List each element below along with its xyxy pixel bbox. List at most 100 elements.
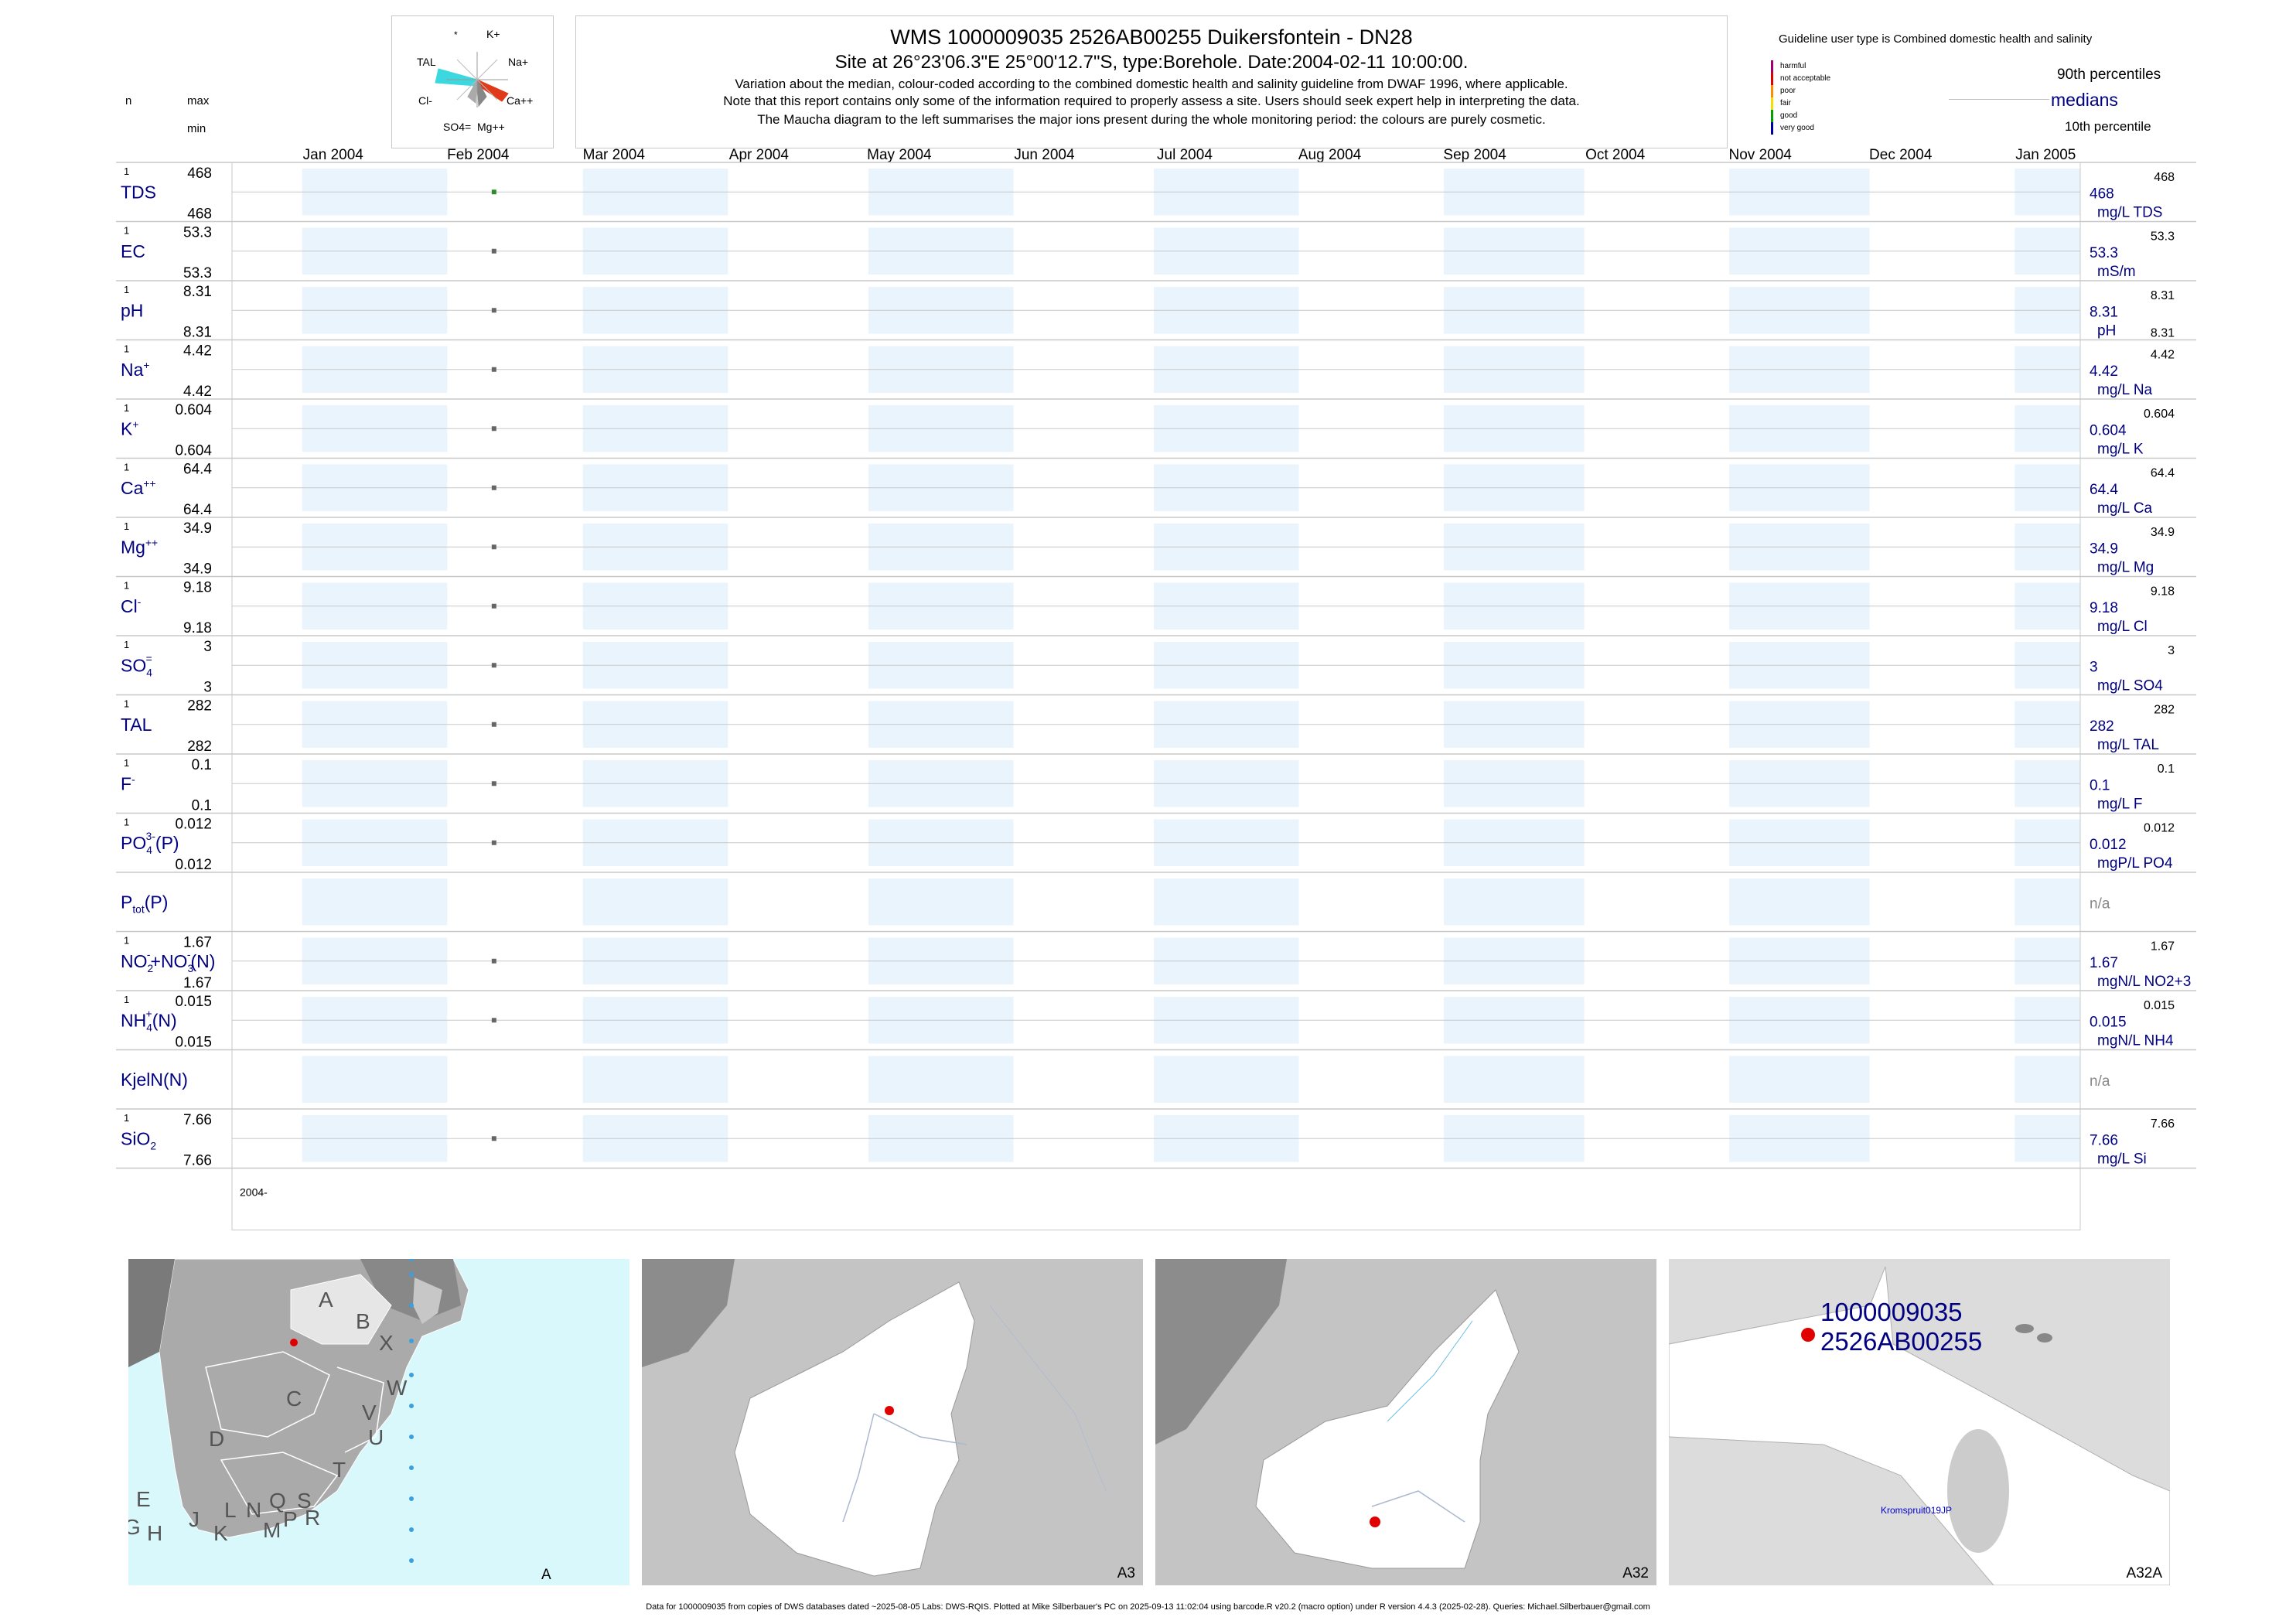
region-letter: B — [356, 1309, 370, 1333]
variable-row: SO4= 1 3 3 3 mg/L SO4 3 — [116, 635, 2196, 696]
unit-label: mg/L K — [2097, 441, 2144, 457]
map-a32a-site-dot — [1801, 1328, 1815, 1342]
map-a3-label: A3 — [1117, 1565, 1135, 1581]
region-letter: R — [305, 1506, 320, 1530]
variable-label: Mg++ — [121, 537, 158, 557]
sample-point — [491, 485, 496, 490]
max-value: 0.012 — [175, 817, 212, 833]
legend-class-5: very good — [1780, 124, 1814, 132]
median-value: 7.66 — [2090, 1132, 2118, 1148]
month-band — [582, 879, 728, 926]
note-line-3: The Maucha diagram to the left summarise… — [757, 112, 1546, 127]
map-panel-a3: A3 — [642, 1259, 1143, 1585]
p90-value: 4.42 — [2151, 349, 2175, 362]
legend-class-3: fair — [1780, 99, 1792, 107]
median-value: 3 — [2090, 659, 2098, 675]
variable-row: Mg++ 1 34.9 34.9 34.9 mg/L Mg 34.9 — [116, 517, 2196, 578]
map-panel-a32a: 1000009035 2526AB00255 Kromspruit019JP A… — [1669, 1259, 2170, 1585]
min-value: 1.67 — [183, 975, 212, 991]
min-value: 0.012 — [175, 857, 212, 873]
sample-point — [491, 1018, 496, 1023]
maucha-label-star: * — [454, 29, 458, 40]
note-line-1: Variation about the median, colour-coded… — [735, 77, 1568, 91]
legend-p90: 90th percentiles — [2057, 67, 2161, 83]
region-letter: A — [319, 1288, 333, 1312]
month-label-top: Feb 2004 — [447, 147, 510, 163]
max-value: 7.66 — [183, 1112, 212, 1128]
month-label-top: Apr 2004 — [729, 147, 790, 163]
max-value: 34.9 — [183, 520, 212, 537]
median-value: 0.012 — [2090, 837, 2127, 853]
variable-row: Ca++ 1 64.4 64.4 64.4 mg/L Ca 64.4 — [116, 457, 2196, 518]
p90-value: 0.1 — [2158, 763, 2175, 776]
n-value: 1 — [124, 343, 129, 355]
region-letter: S — [297, 1489, 312, 1513]
note-line-2: Note that this report contains only some… — [723, 94, 1580, 108]
p90-value: 34.9 — [2151, 526, 2175, 539]
max-header: max — [187, 94, 210, 107]
month-label-top: Dec 2004 — [1869, 147, 1933, 163]
map-a32a-site-code: 2526AB00255 — [1820, 1327, 1983, 1356]
month-band — [868, 879, 1014, 926]
variable-label: pH — [121, 300, 143, 320]
region-letter: E — [136, 1487, 151, 1511]
max-value: 8.31 — [183, 284, 212, 300]
region-letter: U — [368, 1425, 384, 1449]
max-value: 0.1 — [192, 757, 212, 773]
n-value: 1 — [124, 698, 129, 710]
variable-row: NH4+(N) 1 0.015 0.015 0.015 mgN/L NH4 0.015 — [116, 990, 2196, 1051]
n-value: 1 — [124, 817, 129, 828]
site-line: Site at 26°23'06.3"E 25°00'12.7"S, type:… — [834, 52, 1469, 73]
maucha-diagram-box: * K+ TAL Na+ Cl- Ca++ SO4= Mg++ — [391, 15, 554, 148]
p90-value: 3 — [2168, 644, 2175, 657]
month-band — [2015, 1056, 2080, 1103]
variable-row: SiO2 1 7.66 7.66 7.66 mg/L Si 7.66 — [116, 1108, 2196, 1169]
p90-value: 8.31 — [2151, 289, 2175, 302]
month-band — [302, 879, 448, 926]
region-letter: H — [147, 1521, 162, 1545]
region-letter: K — [213, 1521, 228, 1545]
maucha-label-so4: SO4= — [443, 121, 471, 133]
legend-swatch-0 — [1771, 60, 1773, 73]
maucha-label-na: Na+ — [508, 56, 528, 68]
p90-value: 282 — [2154, 704, 2175, 717]
map-a32a-site-id: 1000009035 — [1820, 1298, 1963, 1326]
month-band — [1729, 1056, 1870, 1103]
max-value: 3 — [203, 639, 212, 655]
sample-point — [491, 840, 496, 845]
median-value: 0.015 — [2090, 1014, 2127, 1030]
median-value: 4.42 — [2090, 363, 2118, 380]
month-label-top: Nov 2004 — [1729, 147, 1793, 163]
variable-row: EC 1 53.3 53.3 53.3 mS/m 53.3 — [116, 220, 2196, 281]
maucha-label-cl: Cl- — [418, 94, 432, 107]
p90-value: 64.4 — [2151, 467, 2175, 480]
n-value: 1 — [124, 462, 129, 473]
region-letter: V — [362, 1401, 377, 1424]
title-box: WMS 1000009035 2526AB00255 Duikersfontei… — [575, 15, 1728, 148]
month-band — [1729, 879, 1870, 926]
min-value: 0.015 — [175, 1035, 212, 1051]
month-band — [302, 1056, 448, 1103]
n-value: 1 — [124, 1112, 129, 1124]
min-value: 64.4 — [183, 502, 212, 518]
min-value: 0.604 — [175, 443, 212, 459]
unit-label: mgP/L PO4 — [2097, 855, 2173, 872]
variable-row: F- 1 0.1 0.1 0.1 mg/L F 0.1 — [116, 753, 2196, 814]
maucha-label-ca: Ca++ — [507, 94, 533, 107]
legend-swatch-2 — [1771, 85, 1773, 97]
variable-label: Cl- — [121, 596, 141, 616]
p90-value: 0.015 — [2144, 999, 2175, 1012]
unit-label: mg/L Cl — [2097, 619, 2148, 635]
region-letter: P — [283, 1507, 298, 1531]
median-value: 34.9 — [2090, 541, 2118, 557]
unit-label: mg/L SO4 — [2097, 677, 2163, 694]
sample-point — [491, 544, 496, 550]
legend-class-4: good — [1780, 111, 1797, 120]
median-value: 1.67 — [2090, 955, 2118, 971]
map-a-label: A — [541, 1567, 551, 1583]
map-a-site-dot — [290, 1339, 298, 1346]
median-value: 468 — [2090, 186, 2114, 202]
month-label-top: Jul 2004 — [1157, 147, 1213, 163]
min-value: 53.3 — [183, 265, 212, 281]
region-letter: Q — [269, 1489, 286, 1513]
